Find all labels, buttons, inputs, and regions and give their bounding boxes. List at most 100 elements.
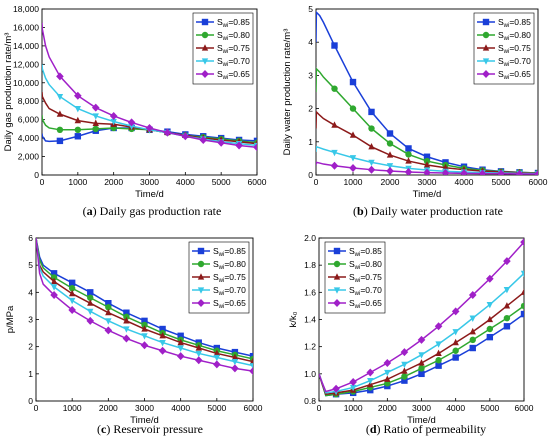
data-point <box>123 326 130 333</box>
data-point <box>386 130 394 137</box>
data-point <box>452 347 459 354</box>
data-point <box>520 288 524 295</box>
data-point <box>367 165 376 174</box>
legend-label: Swi=0.85 <box>213 246 246 258</box>
data-point <box>469 336 476 344</box>
data-point <box>520 310 524 318</box>
data-point <box>503 314 511 322</box>
x-tick-label: 2000 <box>104 177 123 187</box>
data-point <box>441 169 450 175</box>
data-point <box>181 132 190 141</box>
legend-label: Swi=0.85 <box>217 17 250 29</box>
x-tick-label: 1000 <box>344 403 363 413</box>
data-point <box>469 344 476 352</box>
series-line-3 <box>42 91 257 145</box>
data-point <box>367 378 374 385</box>
data-point <box>478 169 487 175</box>
legend-marker <box>197 247 205 255</box>
data-point <box>68 297 76 305</box>
legend-marker <box>482 44 490 51</box>
legend-marker <box>197 273 205 280</box>
data-point <box>213 349 221 357</box>
legend-marker <box>197 299 205 307</box>
data-point <box>74 106 82 113</box>
legend-marker <box>333 299 341 307</box>
data-point <box>74 116 82 124</box>
legend-label: Swi=0.80 <box>213 259 246 271</box>
legend-label: Swi=0.70 <box>498 56 531 68</box>
y-tick-label: 3 <box>308 70 313 80</box>
series-line-5 <box>42 22 257 149</box>
y-axis-label: Daily water production rate/m³ <box>282 29 293 156</box>
data-point <box>434 322 443 331</box>
chart-panel-c: 0 1000 2000 3000 4000 5000 6000 0 1 2 3 4 5 6 Time/d p/… <box>5 233 263 436</box>
data-point <box>177 338 184 346</box>
x-tick-label: 3000 <box>412 403 431 413</box>
series-group <box>316 10 538 175</box>
x-axis-label: Time/d <box>407 415 436 426</box>
data-point <box>330 161 339 170</box>
data-point <box>503 323 511 330</box>
data-point <box>56 126 64 134</box>
data-point <box>177 332 184 339</box>
y-tick-label: 1.8 <box>304 260 316 270</box>
y-tick-label: 0.8 <box>304 396 316 406</box>
legend-label: Swi=0.65 <box>498 69 531 81</box>
y-tick-label: 1.4 <box>304 315 316 325</box>
data-point <box>497 169 505 175</box>
data-point <box>217 138 225 147</box>
data-point <box>405 157 412 164</box>
data-point <box>86 316 95 325</box>
data-point <box>74 133 82 140</box>
legend-marker <box>197 260 205 268</box>
data-point <box>141 333 148 340</box>
x-tick-label: 3000 <box>418 177 437 187</box>
x-tick-label: 0 <box>40 177 45 187</box>
y-tick-label: 12,000 <box>13 59 39 69</box>
data-point <box>141 325 148 332</box>
data-point <box>92 119 99 126</box>
data-point <box>468 291 477 300</box>
data-point <box>486 274 494 283</box>
y-tick-label: 2.0 <box>304 233 316 243</box>
data-point <box>91 103 100 112</box>
x-tick-label: 4000 <box>171 403 190 413</box>
data-point <box>423 161 431 168</box>
legend-marker <box>333 260 341 268</box>
series-group <box>42 22 257 152</box>
legend-label: Swi=0.80 <box>217 30 250 42</box>
data-point <box>515 170 524 175</box>
x-tick-label: 2000 <box>378 403 397 413</box>
data-point <box>368 142 375 150</box>
y-tick-label: 5 <box>28 260 33 270</box>
data-point <box>104 326 113 335</box>
y-tick-label: 4,000 <box>18 133 40 143</box>
legend-label: Swi=0.75 <box>498 43 531 55</box>
legend-marker <box>482 31 490 39</box>
data-point <box>145 123 154 132</box>
y-axis-label: Daily gas production rate/m³ <box>3 33 14 152</box>
y-tick-label: 1 <box>308 137 313 147</box>
data-point <box>442 163 449 171</box>
y-tick-label: 10,000 <box>13 78 39 88</box>
chart-panel-b: 0 1000 2000 3000 4000 5000 6000 0 1 2 3 4 5 Time/d Dai… <box>282 4 548 218</box>
data-point <box>128 123 135 130</box>
data-point <box>50 270 58 277</box>
x-tick-label: 2000 <box>381 177 400 187</box>
y-tick-label: 1.2 <box>304 342 316 352</box>
legend-marker <box>197 287 205 294</box>
data-point <box>140 341 149 350</box>
y-tick-label: 6 <box>28 233 33 243</box>
data-point <box>401 361 408 369</box>
y-tick-label: 2 <box>28 342 33 352</box>
data-point <box>68 279 76 287</box>
data-point <box>123 309 130 316</box>
legend-label: Swi=0.75 <box>217 43 250 55</box>
data-point <box>404 168 413 175</box>
data-point <box>50 284 58 291</box>
data-point <box>383 358 392 367</box>
data-point <box>520 270 524 278</box>
data-point <box>332 384 340 393</box>
data-point <box>194 356 203 365</box>
